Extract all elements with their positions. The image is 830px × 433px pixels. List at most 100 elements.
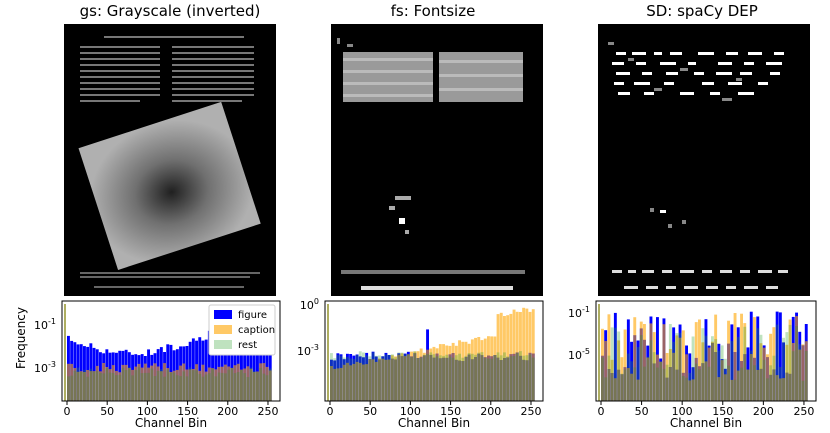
bar-rest — [400, 352, 404, 401]
bar-rest — [150, 368, 154, 401]
bar-caption — [163, 363, 166, 401]
bar-rest — [685, 377, 688, 401]
legend: figure caption rest — [208, 304, 276, 356]
bar-caption — [249, 368, 253, 401]
bar-rest — [704, 335, 708, 401]
bar-caption — [490, 336, 494, 401]
bar-rest — [432, 354, 436, 401]
bar-caption — [394, 356, 397, 401]
bar-rest — [480, 352, 484, 401]
bar-caption — [105, 367, 109, 401]
bar-rest — [442, 355, 445, 401]
bar-rest — [483, 357, 487, 401]
bar-caption — [429, 348, 433, 401]
bar-rest — [105, 367, 109, 401]
bar-rest — [791, 351, 795, 401]
bar-rest — [668, 324, 672, 401]
bar-figure — [198, 337, 202, 401]
bar-caption — [691, 379, 695, 401]
bar-rest — [217, 372, 221, 401]
xtick-label: 0 — [64, 405, 71, 418]
bar-caption — [349, 365, 353, 401]
bar-rest — [727, 365, 730, 401]
bar-rest — [413, 351, 417, 401]
bar-caption — [509, 313, 513, 401]
bar-rest — [528, 354, 532, 401]
bar-caption — [358, 362, 362, 401]
bar-rest — [736, 336, 740, 401]
bar-figure — [214, 332, 218, 401]
bar-caption — [153, 363, 157, 401]
bar-rest — [688, 372, 692, 401]
bar-rest — [519, 351, 522, 401]
bar-caption — [723, 374, 727, 401]
bar-rest — [349, 358, 353, 401]
ytick-label: 10-5 — [568, 347, 590, 362]
bar-rest — [159, 369, 163, 401]
bar-rest — [368, 356, 372, 401]
bar-rest — [403, 354, 407, 401]
bar-rest — [464, 355, 468, 401]
bar-caption — [740, 313, 743, 401]
bar-rest — [772, 355, 776, 401]
bar-caption — [214, 369, 218, 401]
grayscale-image — [64, 24, 276, 296]
bar-rest — [198, 373, 202, 401]
bar-figure — [233, 327, 237, 401]
bar-caption — [262, 363, 266, 401]
bar-rest — [607, 355, 611, 401]
bar-caption — [252, 372, 256, 401]
bar-rest — [92, 371, 96, 401]
bar-caption — [230, 368, 234, 401]
bar-rest — [387, 354, 391, 401]
bar-rest — [788, 324, 792, 401]
bar-caption — [601, 328, 604, 401]
bar-caption — [147, 367, 150, 401]
bar-rest — [355, 355, 359, 401]
bar-rest — [766, 378, 769, 401]
bar-caption — [701, 342, 705, 401]
bar-rest — [182, 371, 186, 401]
bar-figure — [636, 340, 640, 401]
bar-caption — [470, 339, 474, 401]
bar-caption — [362, 364, 365, 401]
bar-rest — [163, 376, 166, 401]
bar-rest — [220, 372, 224, 401]
bar-caption — [188, 369, 192, 401]
bar-caption — [451, 342, 455, 401]
bar-caption — [410, 351, 413, 401]
bar-figure — [717, 343, 721, 401]
bar-rest — [506, 356, 510, 401]
bar-caption — [487, 336, 490, 401]
bar-rest — [99, 373, 102, 401]
bar-caption — [613, 378, 617, 401]
bar-figure — [249, 326, 253, 401]
xtick-label: 100 — [137, 405, 158, 418]
bar-rest — [613, 327, 617, 401]
bar-rest — [102, 373, 106, 401]
bar-caption — [397, 354, 401, 401]
ytick-label: 10-3 — [34, 360, 56, 375]
plot-frame — [324, 300, 544, 402]
bar-caption — [198, 370, 202, 401]
bar-caption — [92, 371, 96, 401]
bar-caption — [649, 323, 653, 401]
bar-caption — [195, 364, 198, 401]
bar-rest — [115, 375, 118, 401]
bar-rest — [503, 352, 506, 401]
bar-figure — [217, 328, 221, 401]
bar-caption — [256, 371, 259, 401]
bar-caption — [333, 368, 337, 401]
bar-rest — [224, 373, 227, 401]
bar-caption — [656, 354, 659, 401]
bar-caption — [707, 347, 711, 401]
bar-rest — [643, 366, 646, 401]
bar-rest — [769, 365, 773, 401]
bar-rest — [601, 357, 604, 401]
bar-caption — [438, 344, 442, 401]
bar-rest — [610, 327, 614, 401]
bar-caption — [515, 311, 519, 401]
bar-figure — [778, 312, 782, 401]
bar-rest — [531, 357, 535, 401]
bar-rest — [76, 367, 80, 401]
